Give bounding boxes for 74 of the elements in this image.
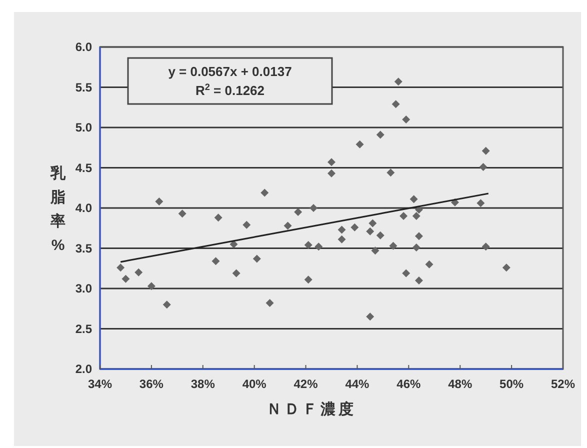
annotation: y = 0.0567x + 0.0137 — [168, 64, 292, 79]
y-tick-label: 2.5 — [75, 322, 92, 336]
point — [328, 158, 336, 166]
x-tick-label: 44% — [345, 377, 370, 391]
equation-box: y = 0.0567x + 0.0137 R$^{2}$ = 0.1262 — [127, 57, 333, 105]
point — [242, 220, 251, 229]
point — [412, 212, 420, 220]
point — [155, 198, 164, 206]
point — [389, 242, 398, 250]
point — [482, 242, 490, 251]
x-tick-label: 52% — [550, 377, 576, 391]
y-tick-label: 3.0 — [75, 282, 92, 296]
point — [376, 130, 384, 139]
point — [232, 269, 240, 278]
y-tick-label: 4.5 — [75, 160, 92, 175]
y-tick-label: 4.0 — [75, 201, 92, 215]
point — [386, 168, 395, 177]
point — [338, 235, 346, 244]
point — [482, 146, 490, 155]
point — [122, 274, 130, 283]
point — [402, 115, 410, 124]
point — [479, 162, 488, 171]
point — [392, 100, 400, 108]
point — [394, 78, 402, 86]
x-tick-label: 40% — [242, 377, 267, 391]
point — [402, 269, 410, 278]
point — [371, 246, 380, 255]
point — [162, 300, 171, 309]
annotation: R$^{2}$ = 0.1262 — [195, 82, 265, 98]
point — [309, 204, 318, 212]
point — [366, 227, 374, 236]
point — [178, 210, 186, 218]
x-tick-label: 48% — [448, 377, 472, 391]
y-tick-label: 6.0 — [75, 40, 92, 54]
y-axis-title: 乳脂率% — [50, 165, 66, 254]
point — [414, 276, 423, 284]
point — [116, 264, 125, 272]
point — [368, 219, 377, 228]
x-axis-title: ＮＤＦ濃度 — [266, 400, 356, 418]
point — [304, 241, 312, 250]
point — [476, 199, 485, 208]
point — [304, 276, 312, 284]
x-tick-label: 42% — [294, 377, 318, 391]
point — [214, 214, 222, 222]
x-tick-label: 38% — [190, 377, 216, 391]
y-tick-label: 5.5 — [75, 80, 92, 94]
x-tick-label: 50% — [500, 377, 524, 391]
point — [410, 195, 418, 204]
point — [266, 298, 274, 307]
point — [366, 312, 374, 321]
point — [350, 223, 359, 232]
point — [502, 264, 510, 272]
point — [328, 169, 336, 178]
point — [260, 188, 269, 197]
point — [294, 208, 302, 216]
point — [425, 260, 434, 268]
y-tick-label: 2.0 — [75, 362, 92, 376]
point — [147, 282, 156, 290]
point — [414, 232, 423, 240]
point — [284, 222, 292, 230]
y-tick-label: 3.5 — [75, 241, 92, 256]
point — [338, 226, 346, 234]
point — [252, 254, 261, 263]
x-tick-label: 46% — [396, 377, 421, 391]
point — [400, 212, 408, 220]
point — [212, 257, 220, 266]
point — [356, 140, 364, 148]
point — [134, 268, 143, 276]
point — [314, 242, 323, 251]
point — [376, 231, 384, 240]
x-tick-label: 36% — [139, 377, 164, 391]
y-tick-label: 5.0 — [75, 120, 92, 134]
x-tick-label: 34% — [88, 377, 112, 391]
point — [412, 243, 420, 252]
